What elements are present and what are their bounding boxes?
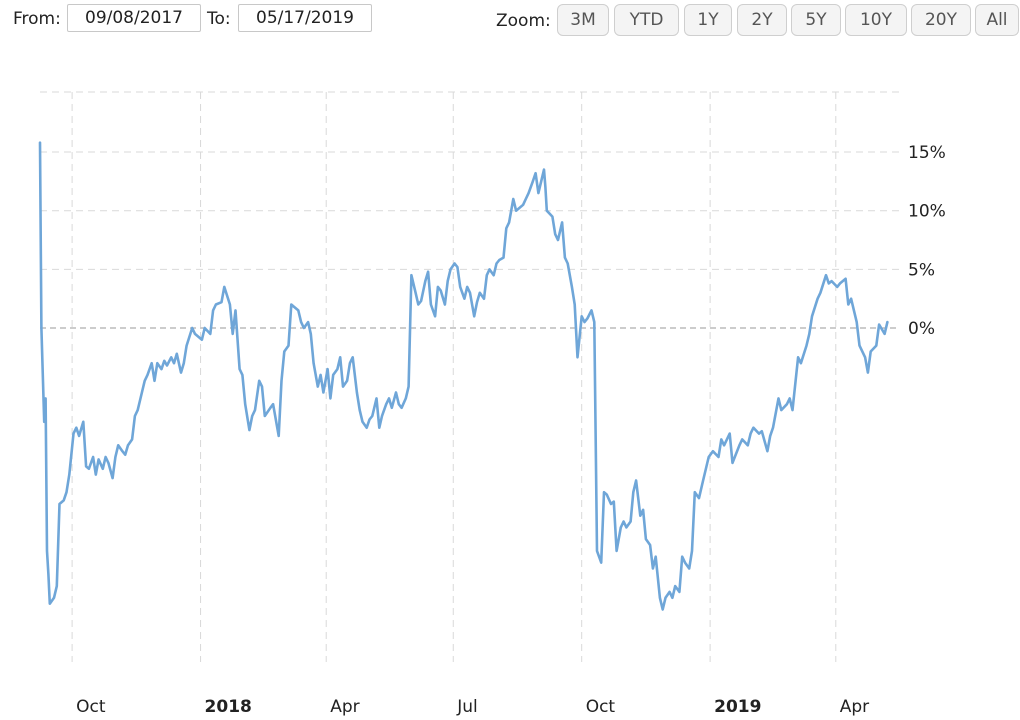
x-tick-label: Apr — [330, 697, 359, 717]
toolbar: From: To: Zoom: 3M YTD 1Y 2Y 5Y 10Y 20Y … — [0, 0, 1020, 40]
zoom-10y-button[interactable]: 10Y — [845, 4, 907, 36]
zoom-5y-button[interactable]: 5Y — [791, 4, 841, 36]
series-layer — [38, 141, 889, 611]
zoom-20y-button[interactable]: 20Y — [911, 4, 971, 36]
from-date-input[interactable] — [67, 4, 201, 32]
zoom-3m-button[interactable]: 3M — [557, 4, 609, 36]
zoom-all-button[interactable]: All — [975, 4, 1019, 36]
x-tick-label: Jul — [456, 697, 478, 717]
y-tick-label: 0% — [908, 319, 935, 339]
from-label: From: — [13, 9, 61, 29]
zoom-ytd-button[interactable]: YTD — [614, 4, 679, 36]
vertical-gridlines — [71, 92, 837, 662]
zoom-1y-button[interactable]: 1Y — [684, 4, 732, 36]
x-tick-label: Oct — [76, 697, 106, 717]
to-date-input[interactable] — [238, 4, 372, 32]
y-tick-label: 5% — [908, 260, 935, 280]
y-axis-ticks: 15% 10% 5% 0% — [908, 143, 946, 339]
x-tick-label: Oct — [586, 697, 616, 717]
horizontal-gridlines — [40, 91, 900, 329]
zoom-label: Zoom: — [496, 11, 551, 31]
x-tick-label: 2019 — [714, 697, 761, 717]
x-tick-label: Apr — [840, 697, 869, 717]
zoom-2y-button[interactable]: 2Y — [737, 4, 787, 36]
y-tick-label: 15% — [908, 143, 946, 163]
x-tick-label: 2018 — [205, 697, 252, 717]
series-line — [38, 141, 889, 611]
x-axis-ticks: Oct 2018 Apr Jul Oct 2019 Apr — [76, 697, 869, 717]
y-tick-label: 10% — [908, 202, 946, 222]
to-label: To: — [207, 9, 231, 29]
